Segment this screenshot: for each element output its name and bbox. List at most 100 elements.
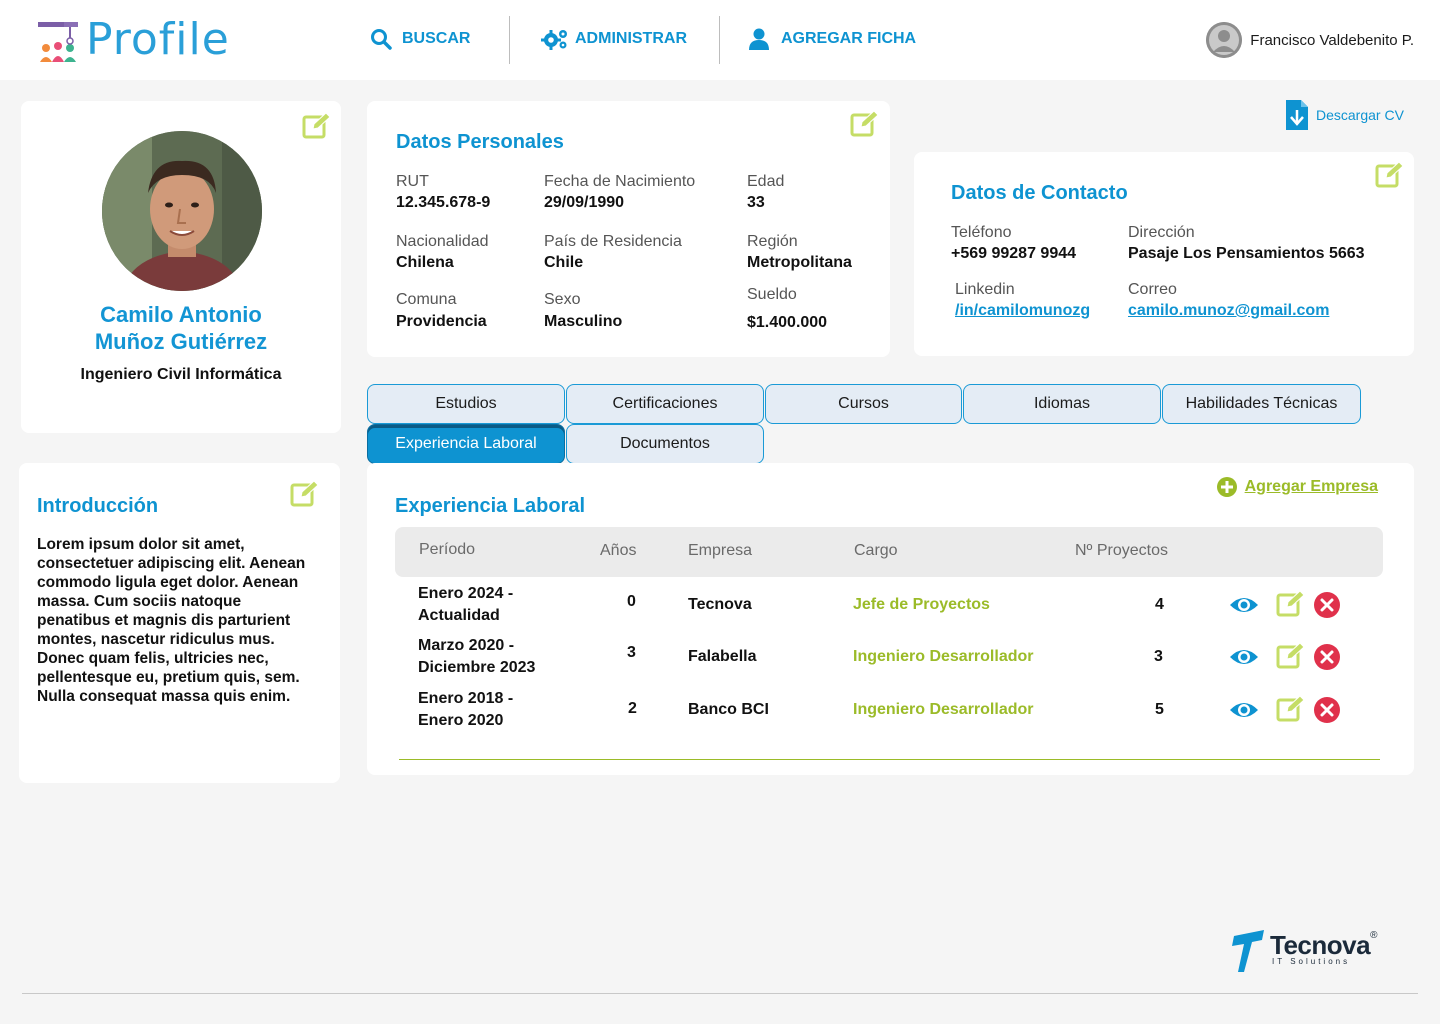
col-header-company: Empresa: [688, 542, 753, 559]
field-value-birthdate: 29/09/1990: [544, 194, 625, 211]
field-label-residence: País de Residencia: [544, 233, 682, 250]
view-eye-icon[interactable]: [1229, 642, 1259, 672]
edit-icon[interactable]: [850, 109, 880, 139]
cell-role: Jefe de Proyectos: [853, 596, 990, 613]
profile-name: Camilo Antonio Muñoz Gutiérrez: [21, 301, 341, 355]
delete-icon[interactable]: [1312, 642, 1342, 672]
edit-icon[interactable]: [1276, 641, 1306, 671]
cell-years: 2: [628, 700, 637, 717]
cell-company: Banco BCI: [688, 701, 769, 718]
cell-company: Tecnova: [688, 596, 752, 613]
add-company-button[interactable]: Agregar Empresa: [1216, 477, 1378, 497]
edit-icon[interactable]: [290, 479, 320, 509]
tab-experiencia-laboral[interactable]: Experiencia Laboral: [367, 424, 565, 464]
edit-icon[interactable]: [1276, 694, 1306, 724]
cell-projects: 5: [1155, 701, 1164, 718]
profile-name-line2: Muñoz Gutiérrez: [94, 329, 268, 354]
delete-icon[interactable]: [1312, 695, 1342, 725]
download-cv-link[interactable]: Descargar CV: [1286, 100, 1404, 130]
download-cv-label: Descargar CV: [1316, 107, 1404, 123]
tab-estudios[interactable]: Estudios: [367, 384, 565, 424]
contact-card: Datos de Contacto Teléfono +569 99287 99…: [914, 152, 1414, 356]
col-header-years: Años: [600, 542, 637, 559]
tab-documentos[interactable]: Documentos: [566, 424, 764, 464]
experience-card: Experiencia Laboral Agregar Empresa Perí…: [367, 463, 1414, 775]
contact-title: Datos de Contacto: [951, 182, 1128, 204]
nav-search[interactable]: BUSCAR: [370, 28, 470, 50]
cell-role: Ingeniero Desarrollador: [853, 648, 1034, 665]
linkedin-link[interactable]: /in/camilomunozg: [955, 302, 1091, 319]
cell-projects: 3: [1154, 648, 1163, 665]
cell-period: Enero 2018 - Enero 2020: [418, 688, 513, 732]
edit-icon[interactable]: [302, 111, 332, 141]
field-label-address: Dirección: [1128, 224, 1195, 241]
field-value-address: Pasaje Los Pensamientos 5663: [1128, 245, 1365, 262]
user-menu[interactable]: Francisco Valdebenito P.: [1206, 22, 1414, 58]
cell-company: Falabella: [688, 648, 757, 665]
field-value-rut: 12.345.678-9: [396, 194, 491, 211]
field-label-birthdate: Fecha de Nacimiento: [544, 173, 696, 190]
cell-projects: 4: [1155, 596, 1164, 613]
logo-people-icon: [38, 22, 78, 62]
user-name: Francisco Valdebenito P.: [1250, 31, 1414, 49]
field-label-sex: Sexo: [544, 291, 581, 308]
nav-add-profile[interactable]: AGREGAR FICHA: [749, 28, 916, 50]
tab-cursos[interactable]: Cursos: [765, 384, 962, 424]
tab-idiomas[interactable]: Idiomas: [963, 384, 1161, 424]
cell-period-start: Enero 2024 -: [418, 585, 514, 602]
tab-certificaciones[interactable]: Certificaciones: [566, 384, 764, 424]
field-value-region: Metropolitana: [747, 254, 852, 271]
cell-years: 3: [627, 644, 636, 661]
add-company-label: Agregar Empresa: [1244, 478, 1378, 495]
field-value-commune: Providencia: [396, 313, 487, 330]
field-label-age: Edad: [747, 173, 785, 190]
cell-period: Enero 2024 - Actualidad: [418, 583, 513, 627]
col-header-projects: Nº Proyectos: [1075, 542, 1168, 559]
field-value-nationality: Chilena: [396, 254, 454, 271]
tab-habilidades-tecnicas[interactable]: Habilidades Técnicas: [1162, 384, 1361, 424]
delete-icon[interactable]: [1312, 590, 1342, 620]
cell-period-start: Marzo 2020 -: [418, 637, 515, 654]
view-eye-icon[interactable]: [1229, 590, 1259, 620]
app-logo[interactable]: Profile: [36, 16, 230, 64]
profile-card: Camilo Antonio Muñoz Gutiérrez Ingeniero…: [21, 101, 341, 433]
footer-divider: [22, 993, 1418, 994]
nav-add-profile-label: AGREGAR FICHA: [781, 30, 917, 47]
cell-period: Marzo 2020 - Diciembre 2023: [418, 635, 535, 679]
field-value-residence: Chile: [544, 254, 584, 271]
nav-admin-label: ADMINISTRAR: [575, 30, 687, 47]
email-link[interactable]: camilo.munoz@gmail.com: [1128, 302, 1330, 319]
view-eye-icon[interactable]: [1229, 695, 1259, 725]
personal-data-card: Datos Personales RUT 12.345.678-9 Fecha …: [367, 101, 890, 357]
intro-title: Introducción: [37, 495, 159, 517]
tecnova-mark-icon: [1232, 930, 1264, 972]
cell-period-end: Actualidad: [418, 607, 500, 624]
field-value-sex: Masculino: [544, 313, 623, 330]
cell-years: 0: [627, 593, 636, 610]
field-label-linkedin: Linkedin: [955, 281, 1015, 298]
nav-admin[interactable]: ADMINISTRAR: [541, 28, 687, 50]
logo-text: Profile: [86, 14, 230, 65]
search-icon: [371, 29, 392, 50]
table-bottom-divider: [399, 759, 1380, 760]
field-label-region: Región: [747, 233, 798, 250]
cell-role: Ingeniero Desarrollador: [853, 701, 1034, 718]
download-file-icon: [1286, 100, 1308, 130]
edit-icon[interactable]: [1276, 589, 1306, 619]
edit-icon[interactable]: [1375, 160, 1405, 190]
field-label-salary: Sueldo: [747, 286, 797, 303]
tecnova-brand: Tecnova: [1270, 930, 1371, 960]
tecnova-logo: Tecnova® IT Solutions: [1232, 930, 1377, 972]
intro-card: Introducción Lorem ipsum dolor sit amet,…: [19, 463, 340, 783]
profile-job-title: Ingeniero Civil Informática: [80, 366, 282, 383]
field-label-commune: Comuna: [396, 291, 457, 308]
user-icon: [749, 28, 769, 50]
profile-photo: [102, 131, 262, 291]
top-navbar: Profile BUSCAR ADMINISTRAR AGRE: [0, 0, 1440, 80]
personal-data-title: Datos Personales: [396, 131, 564, 153]
field-value-age: 33: [747, 194, 765, 211]
profile-name-line1: Camilo Antonio: [100, 302, 262, 327]
field-label-email: Correo: [1128, 281, 1177, 298]
field-label-rut: RUT: [396, 173, 429, 190]
experience-title: Experiencia Laboral: [395, 495, 586, 517]
